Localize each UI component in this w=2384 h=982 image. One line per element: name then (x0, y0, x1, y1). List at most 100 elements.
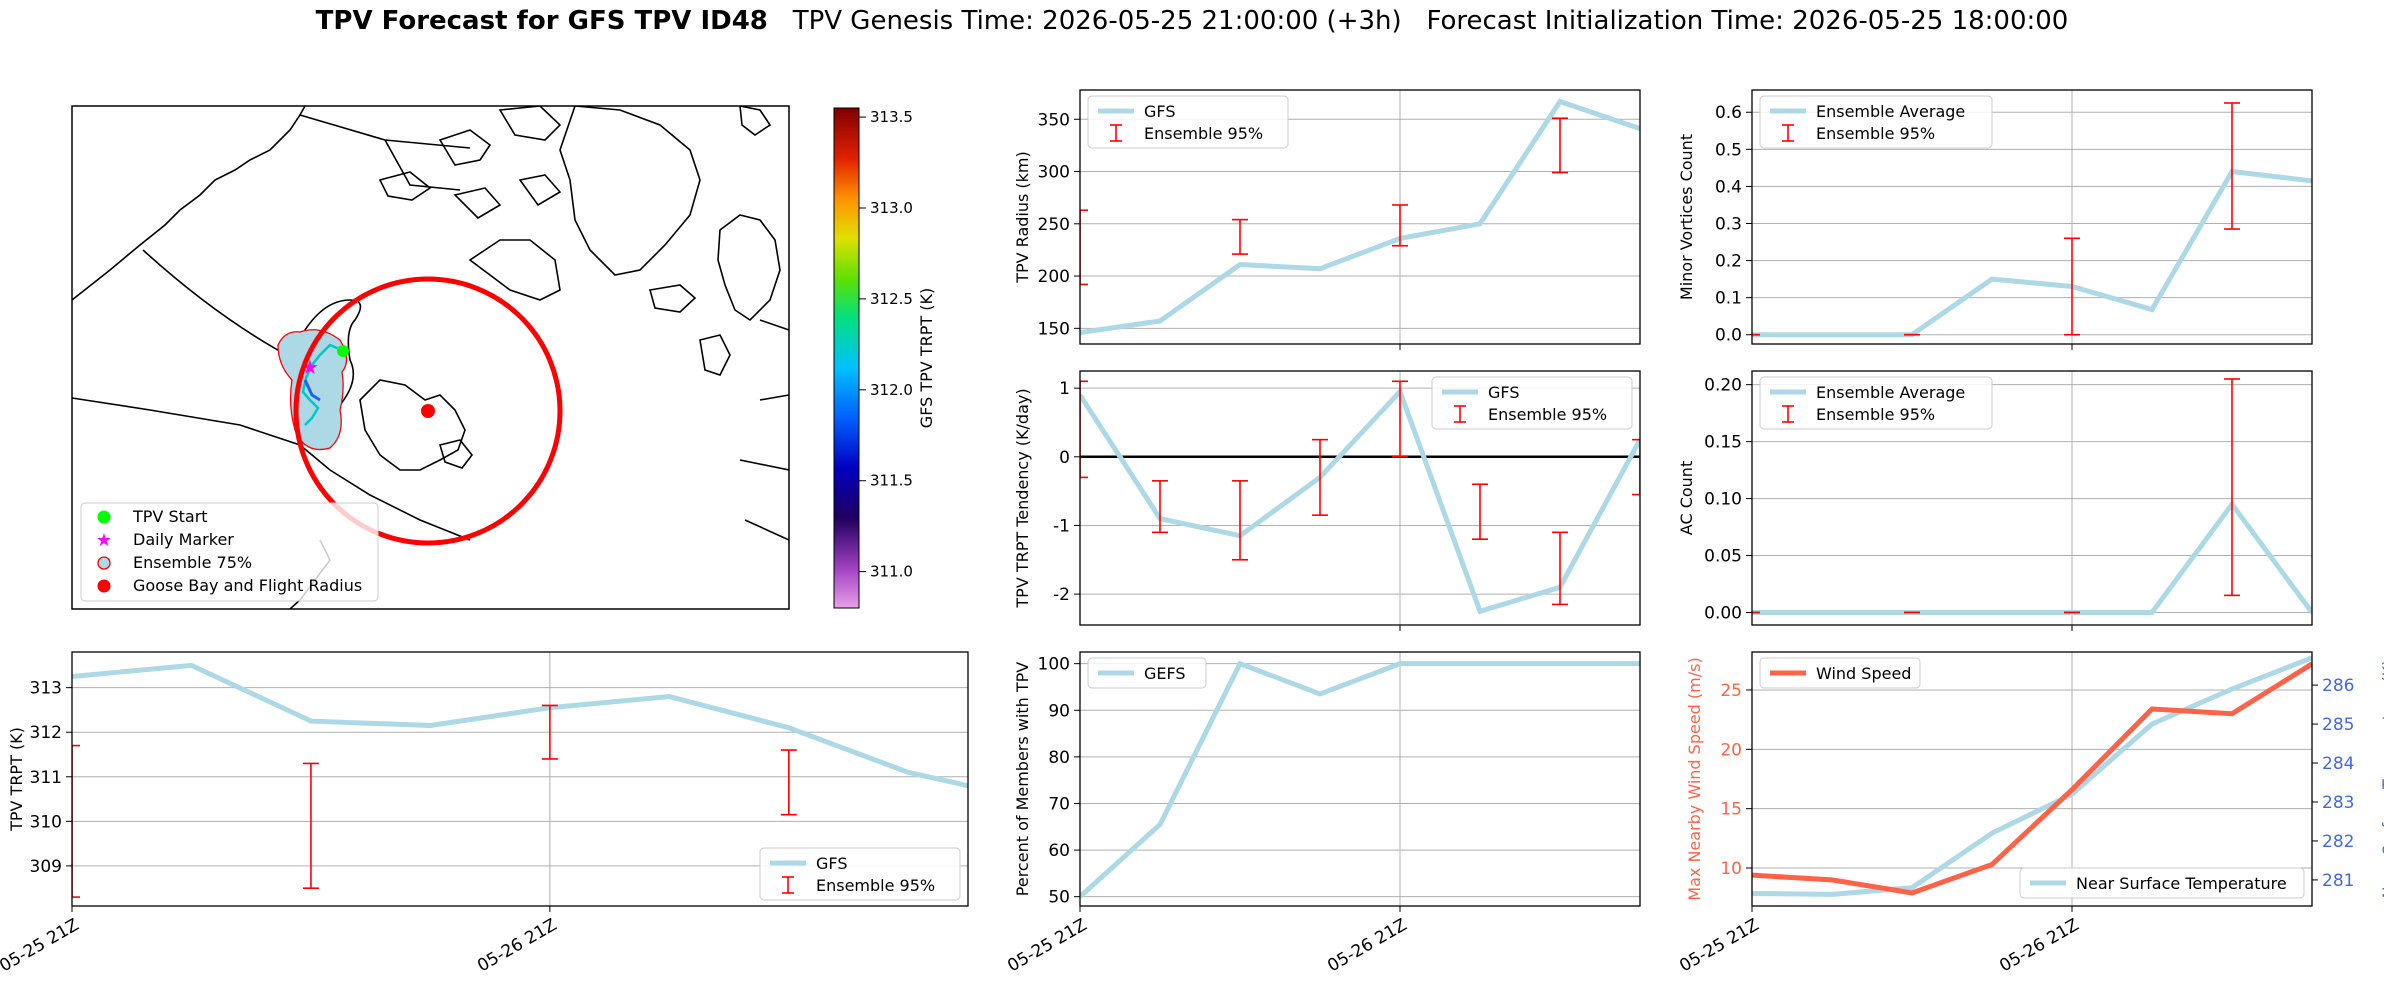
british-isles (699, 334, 731, 376)
legend-box (1431, 376, 1633, 430)
members-panel: 50 60 70 80 90 100 05-25 21Z 05-26 21Z GEFS Perce… (1004, 651, 1641, 976)
plot-area (1080, 98, 1640, 335)
colorbar-ticks: 313.5 313.0 312.5 312.0 311.5 311.0 (859, 108, 913, 581)
boundary-mid (384, 139, 461, 191)
legend: GFS Ensemble 95% (1087, 95, 1289, 149)
colorbar-label: GFS TPV TRPT (K) (917, 288, 936, 428)
legend: Ensemble Average Ensemble 95% (1759, 95, 1993, 149)
legend-label: Ensemble 95% (1144, 124, 1263, 143)
arctic-island-4 (453, 187, 502, 220)
axes-frame (1079, 651, 1641, 907)
y-tick-label: 311 (30, 768, 62, 788)
legend-box (1759, 95, 1993, 149)
y-axis-label: TPV TRPT (K) (7, 727, 26, 832)
right-tick-label: 281 (2322, 871, 2354, 891)
legend: GEFS (1087, 657, 1207, 689)
plot-area (1752, 655, 2312, 897)
title-init: Forecast Initialization Time: 2026-05-25… (1426, 6, 2069, 36)
radius-panel: 150 200 250 300 350 GFS Ensemble 95% TPV Radius… (1013, 89, 1641, 350)
right-tick-label: 283 (2322, 793, 2354, 813)
y-tick-label: 0.4 (1715, 177, 1742, 197)
legend-label: Ensemble 95% (816, 876, 935, 895)
title-genesis: TPV Genesis Time: 2026-05-25 21:00:00 (+… (792, 6, 1402, 36)
series-line (72, 662, 968, 789)
y-tick-label: 0.1 (1715, 289, 1742, 309)
colorbar (833, 107, 860, 609)
colorbar-tick-label: 311.0 (870, 563, 913, 581)
baffin-island (468, 239, 561, 301)
legend-box (1087, 95, 1289, 149)
temperature-series-line (1752, 655, 2312, 897)
series-line (1752, 168, 2312, 338)
y-tick-label: -1 (1053, 516, 1070, 536)
wind-series-line (1752, 661, 2312, 896)
legend-box (1087, 657, 1207, 689)
axes-frame (1079, 89, 1641, 345)
axes-frame (1751, 651, 2313, 907)
legend-temperature: Near Surface Temperature (2019, 867, 2305, 899)
legend-start-marker (97, 510, 111, 524)
right-tick-label: 285 (2322, 715, 2354, 735)
y-axis-label: TPV Radius (km) (1013, 151, 1032, 284)
x-tick-label: 05-26 21Z (1996, 915, 2082, 976)
y-tick-label: 200 (1038, 267, 1070, 287)
legend-box (1759, 657, 1921, 689)
map-panel: ★ TPV Start ★ Daily Marker Ensemble 75% … (71, 105, 936, 610)
figure-title: TPV Forecast for GFS TPV ID48 TPV Genesi… (0, 6, 2384, 36)
legend-label: Ensemble Average (1816, 383, 1965, 402)
y-tick-label: 1 (1059, 379, 1070, 399)
y-tick-label: 10 (1720, 859, 1742, 879)
colorbar-tick-label: 312.0 (870, 381, 913, 399)
y-tick-label: 0.10 (1704, 490, 1742, 510)
legend-goose-label: Goose Bay and Flight Radius (133, 576, 362, 595)
y-tick-label: 0.00 (1704, 603, 1742, 623)
y-tick-label: 15 (1720, 800, 1742, 820)
arctic-island-3 (378, 171, 432, 201)
legend-label: Ensemble 95% (1488, 405, 1607, 424)
y-tick-label: 20 (1720, 740, 1742, 760)
newfoundland (438, 439, 474, 469)
legend: GFS Ensemble 95% (759, 847, 961, 901)
svalbard (739, 106, 772, 136)
axes-frame (1751, 89, 2313, 345)
tendency-panel: -2 -1 0 1 GFS Ensemble 95% TPV TRPT Tendency (… (1013, 370, 1641, 631)
axes-frame (71, 651, 969, 907)
title-bold: TPV Forecast for GFS TPV ID48 (315, 6, 768, 36)
legend-box (2019, 867, 2305, 899)
legend-start-label: TPV Start (132, 507, 208, 526)
scandinavia (717, 214, 781, 322)
legend-label: Wind Speed (1816, 664, 1911, 683)
right-tick-label: 286 (2322, 676, 2354, 696)
y-axis-label: Percent of Members with TPV (1013, 662, 1032, 896)
y-tick-label: 0.0 (1715, 326, 1742, 346)
ac-count-panel: 0.000.050.100.150.20 Ensemble AverageEnse… (1677, 370, 2313, 631)
y-axis-label-right: Near Surface Temperature (K) (2379, 660, 2384, 899)
x-tick-label: 05-25 21Z (0, 915, 83, 976)
trpt-panel: 309 310 311 312 313 05-25 21Z 05-26 21Z GFS Ense… (0, 651, 969, 976)
legend-label: GEFS (1144, 664, 1186, 683)
diagonal-boundary (142, 249, 297, 361)
legend-ensemble-label: Ensemble 75% (133, 553, 252, 572)
boundary-top (299, 114, 471, 149)
series-line (1080, 660, 1640, 899)
y-tick-label: 0.20 (1704, 376, 1742, 396)
canada-border (72, 397, 471, 541)
right-tick-label: 282 (2322, 832, 2354, 852)
y-tick-label: 150 (1038, 319, 1070, 339)
x-tick-label: 05-25 21Z (1004, 915, 1090, 976)
axes-frame (1079, 370, 1641, 626)
y-axis-label: TPV TRPT Tendency (K/day) (1013, 388, 1032, 608)
arctic-island-2 (498, 106, 562, 141)
greenland (559, 106, 701, 276)
legend: Ensemble Average Ensemble 95% (1759, 376, 1993, 430)
wind-temp-panel: 10 15 20 25 05-25 21Z 05-26 21Z 281 282 283 284 28… (1676, 651, 2384, 976)
europe-coast (739, 319, 789, 541)
legend-label: GFS (1488, 383, 1519, 402)
x-tick-label: 05-26 21Z (1324, 915, 1410, 976)
legend-ensemble-marker (97, 556, 111, 570)
colorbar-tick-label: 313.0 (870, 199, 913, 217)
x-tick-label: 05-25 21Z (1676, 915, 1762, 976)
tpv-track (301, 343, 345, 426)
legend-label: Ensemble 95% (1816, 124, 1935, 143)
